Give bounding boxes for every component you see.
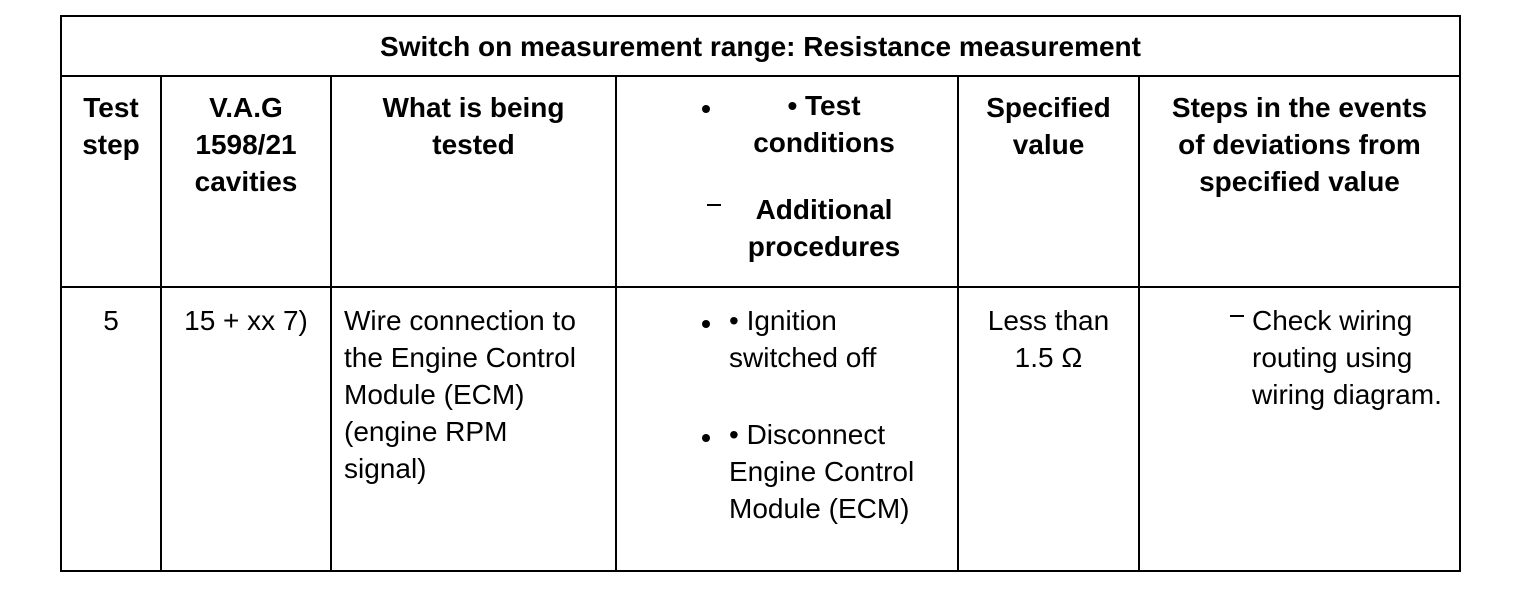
bullet-marker [702,105,710,113]
dash-item: Check wiring routing using wiring diagra… [1140,302,1459,413]
bullet-marker [702,320,710,328]
header-cell: Steps in the events of deviations from s… [1138,75,1461,288]
bullet-text: • Ignition switched off [729,305,877,373]
bullet-marker [702,434,710,442]
cell: 15 + xx 7) [160,286,332,572]
header-cell: V.A.G 1598/21 cavities [160,75,332,288]
cell: • Ignition switched off • Disconnect Eng… [615,286,959,572]
dash-marker [1230,315,1244,317]
dash-marker [707,204,721,206]
bullet-item: • Disconnect Engine Control Module (ECM) [617,416,957,527]
header-cell: • Test conditions Additional procedures [615,75,959,288]
header-cell: Test step [60,75,162,288]
data-row: 5 15 + xx 7) Wire connection to the Engi… [60,286,1461,572]
header-row: Test step V.A.G 1598/21 cavities What is… [60,75,1461,288]
cell: Less than 1.5 Ω [957,286,1140,572]
header-cell: Specified value [957,75,1140,288]
test-table: Switch on measurement range: Resistance … [60,15,1461,572]
dash-text: Check wiring routing using wiring diagra… [1252,305,1442,410]
header-cell: What is being tested [330,75,617,288]
bullet-item: • Test conditions [617,87,957,161]
title-row: Switch on measurement range: Resistance … [60,15,1461,77]
bullet-item: • Ignition switched off [617,302,957,376]
cell: 5 [60,286,162,572]
cell: Check wiring routing using wiring diagra… [1138,286,1461,572]
cell: Wire connection to the Engine Control Mo… [330,286,617,572]
dash-item: Additional procedures [617,191,957,265]
bullet-text: • Test conditions [753,90,895,158]
bullet-text: • Disconnect Engine Control Module (ECM) [729,419,915,524]
dash-text: Additional procedures [747,194,901,262]
table-title: Switch on measurement range: Resistance … [60,15,1461,77]
